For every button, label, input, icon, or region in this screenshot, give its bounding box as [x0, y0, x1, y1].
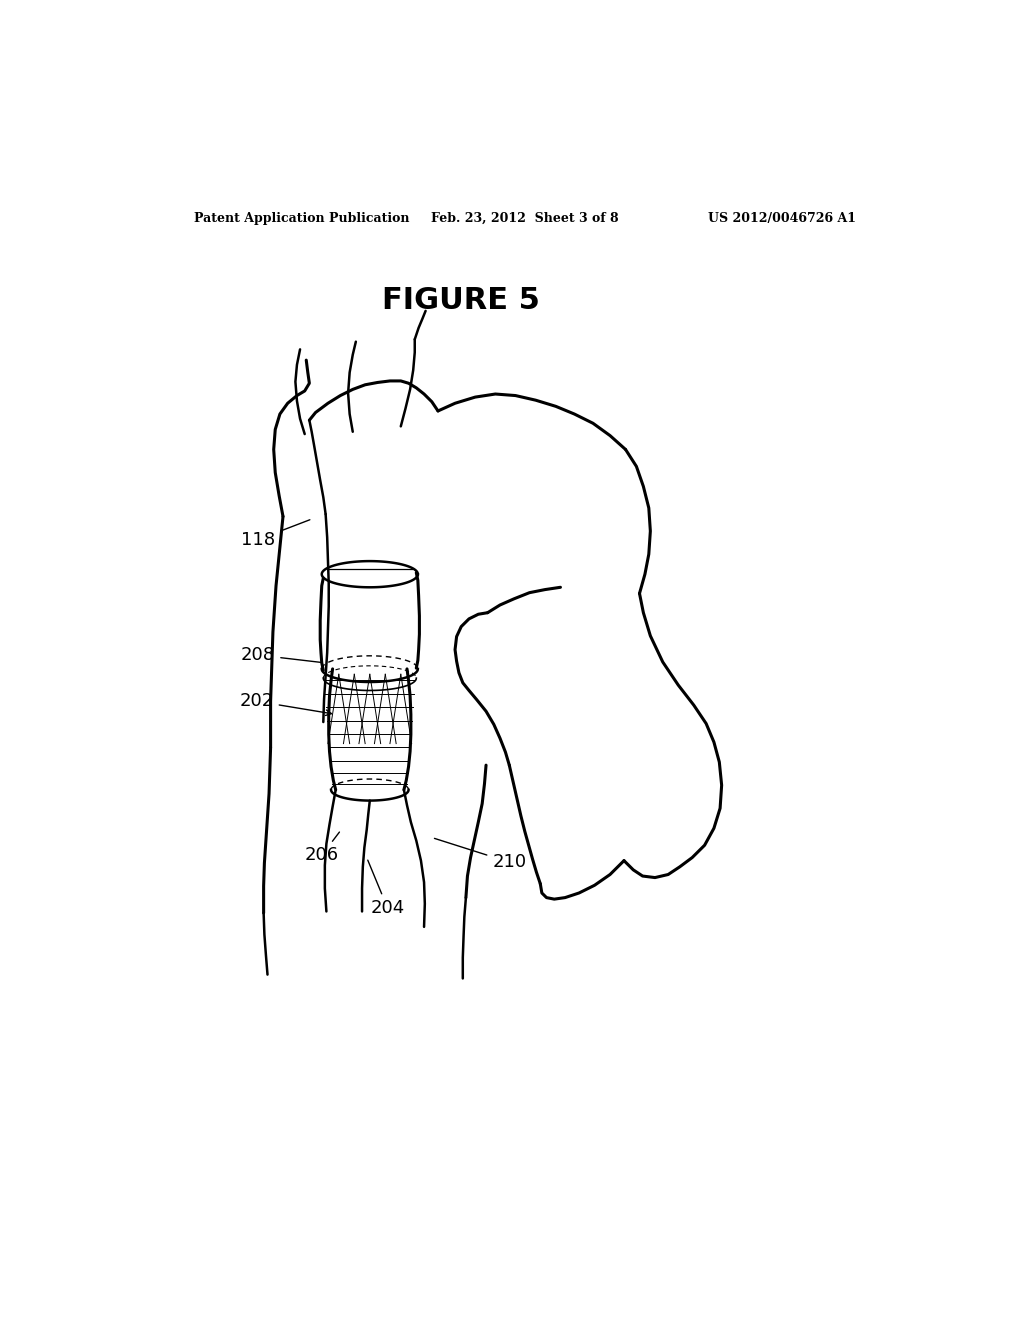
Text: 208: 208: [241, 645, 322, 664]
Text: FIGURE 5: FIGURE 5: [382, 286, 541, 315]
Text: 118: 118: [241, 520, 310, 549]
Text: Feb. 23, 2012  Sheet 3 of 8: Feb. 23, 2012 Sheet 3 of 8: [431, 213, 618, 224]
Text: 206: 206: [305, 832, 339, 865]
Text: 210: 210: [434, 838, 526, 871]
Text: 202: 202: [240, 692, 332, 715]
Text: 204: 204: [368, 861, 404, 917]
Text: Patent Application Publication: Patent Application Publication: [194, 213, 410, 224]
Text: US 2012/0046726 A1: US 2012/0046726 A1: [709, 213, 856, 224]
